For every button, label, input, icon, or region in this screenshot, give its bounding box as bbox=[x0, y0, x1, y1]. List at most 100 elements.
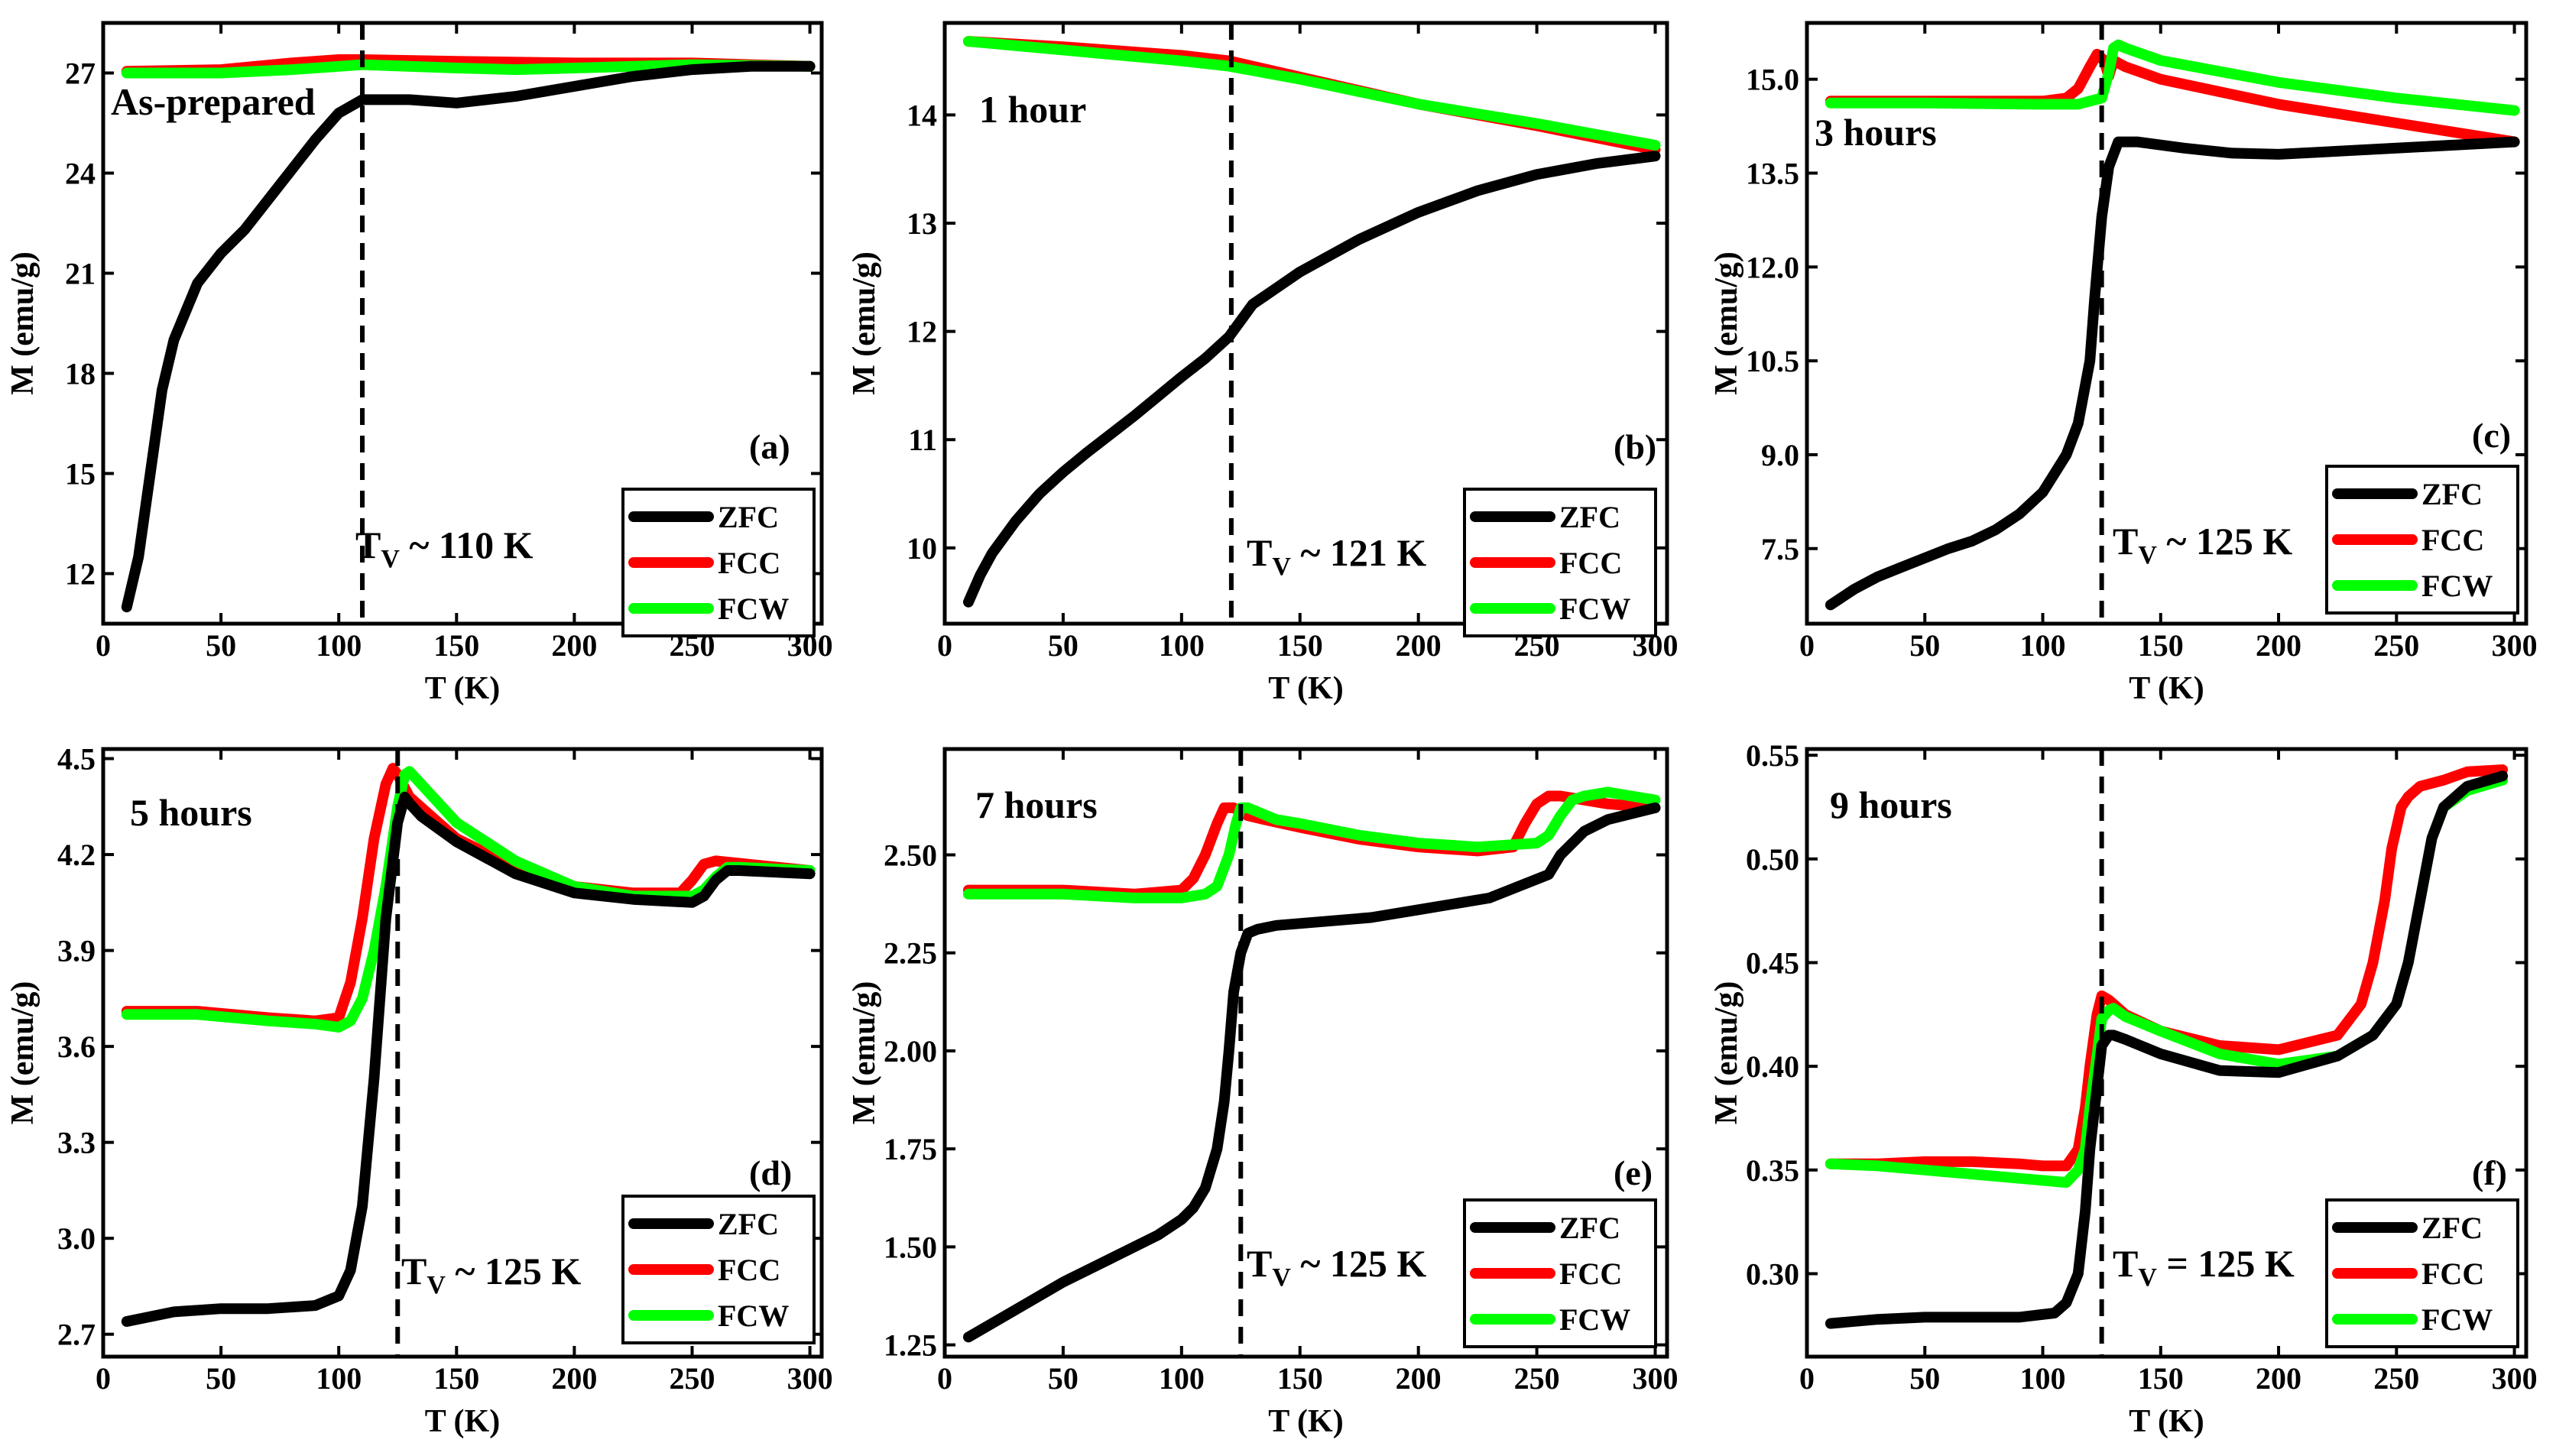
plot-frame bbox=[1805, 21, 2528, 626]
y-tick-label: 1.75 bbox=[884, 1132, 937, 1166]
x-tick-label: 50 bbox=[1048, 1361, 1079, 1396]
legend: ZFC FCC FCW bbox=[2325, 465, 2519, 615]
sample-label: As-prepared bbox=[111, 80, 316, 123]
x-tick-label: 150 bbox=[433, 628, 479, 663]
panel-label: (c) bbox=[2472, 416, 2511, 455]
transition-label-sub: V bbox=[1272, 553, 1291, 581]
transition-label: TV ~ 125 K bbox=[401, 1250, 581, 1299]
panel-c: 0 50 100 150 200 250 300 7.5 9.0 10.5 12.0 13.5 15.0… bbox=[1709, 21, 2538, 706]
y-tick-label: 14 bbox=[907, 98, 937, 132]
x-tick-label: 150 bbox=[433, 1361, 479, 1396]
panel-d: 0 50 100 150 200 250 300 2.7 3.0 3.3 3.6 3.9 4.2 4.5 T… bbox=[5, 742, 833, 1439]
y-tick-label: 13 bbox=[907, 206, 937, 241]
legend: ZFC FCC FCW bbox=[621, 488, 816, 637]
x-axis-label: T (K) bbox=[425, 1404, 500, 1439]
x-tick-label: 150 bbox=[2138, 628, 2184, 663]
legend-label-fcc: FCC bbox=[718, 546, 780, 580]
x-tick-label: 0 bbox=[96, 1361, 111, 1396]
legend-label-fcc: FCC bbox=[718, 1253, 780, 1287]
x-axis-label: T (K) bbox=[425, 671, 500, 706]
y-axis-label: M (emu/g) bbox=[5, 981, 41, 1125]
legend-label-fcw: FCW bbox=[1559, 1302, 1630, 1337]
transition-label-value: ~ 125 K bbox=[2157, 520, 2293, 563]
y-axis-label: M (emu/g) bbox=[1709, 981, 1744, 1125]
x-axis-label: T (K) bbox=[1268, 671, 1343, 706]
x-tick-label: 0 bbox=[937, 628, 952, 663]
y-tick-label: 3.6 bbox=[57, 1030, 96, 1064]
legend-label-fcw: FCW bbox=[718, 592, 789, 626]
x-tick-label: 150 bbox=[1277, 628, 1323, 663]
x-axis-label: T (K) bbox=[2129, 671, 2204, 706]
x-tick-label: 300 bbox=[1633, 1361, 1679, 1396]
y-tick-label: 4.2 bbox=[57, 838, 96, 872]
x-tick-label: 250 bbox=[669, 1361, 715, 1396]
panel-label: (a) bbox=[749, 427, 790, 466]
y-tick-label: 9.0 bbox=[1761, 438, 1799, 472]
y-tick-label: 7.5 bbox=[1761, 532, 1799, 566]
x-tick-label: 300 bbox=[787, 1361, 833, 1396]
legend: ZFC FCC FCW bbox=[621, 1195, 816, 1344]
transition-label: TV = 125 K bbox=[2113, 1242, 2295, 1292]
y-tick-label: 0.35 bbox=[1746, 1153, 1799, 1188]
transition-label: TV ~ 121 K bbox=[1247, 531, 1426, 581]
y-tick-label: 0.55 bbox=[1746, 738, 1799, 773]
legend-label-zfc: ZFC bbox=[718, 500, 779, 534]
x-tick-label: 0 bbox=[1799, 1361, 1815, 1396]
series-fcw-line bbox=[963, 786, 1661, 903]
series-zfc-line bbox=[121, 791, 816, 1327]
x-tick-label: 200 bbox=[2256, 1361, 2301, 1396]
x-tick-label: 150 bbox=[2138, 1361, 2184, 1396]
plot-frame bbox=[101, 747, 824, 1359]
panel-label: (e) bbox=[1614, 1153, 1653, 1192]
y-tick-label: 12 bbox=[907, 315, 937, 349]
plot-frame bbox=[1805, 747, 2528, 1359]
y-tick-label: 15.0 bbox=[1746, 63, 1799, 97]
y-tick-label: 10 bbox=[907, 531, 937, 566]
x-tick-label: 200 bbox=[551, 628, 597, 663]
transition-label-t: T bbox=[2113, 520, 2138, 563]
sample-label: 5 hours bbox=[130, 791, 252, 834]
series-group bbox=[963, 36, 1661, 608]
transition-label: TV ~ 110 K bbox=[355, 524, 534, 573]
x-tick-label: 100 bbox=[316, 1361, 362, 1396]
y-tick-label: 15 bbox=[65, 457, 96, 491]
legend-label-fcw: FCW bbox=[718, 1299, 789, 1333]
y-tick-label: 3.3 bbox=[57, 1126, 96, 1160]
legend-label-zfc: ZFC bbox=[1559, 500, 1620, 534]
series-group bbox=[1825, 39, 2520, 611]
y-tick-label: 11 bbox=[908, 423, 937, 457]
legend-label-fcc: FCC bbox=[2421, 523, 2484, 557]
x-tick-label: 50 bbox=[1909, 628, 1940, 663]
transition-label-value: ~ 125 K bbox=[1291, 1242, 1427, 1285]
series-zfc-line bbox=[963, 151, 1661, 608]
transition-label: TV ~ 125 K bbox=[2113, 520, 2292, 569]
x-tick-label: 300 bbox=[2492, 628, 2538, 663]
legend-label-zfc: ZFC bbox=[718, 1207, 779, 1241]
x-tick-label: 250 bbox=[2373, 628, 2419, 663]
y-tick-label: 2.00 bbox=[884, 1034, 937, 1068]
transition-label-value: ~ 125 K bbox=[446, 1250, 582, 1292]
x-tick-label: 0 bbox=[96, 628, 111, 663]
x-tick-label: 100 bbox=[316, 628, 362, 663]
y-tick-label: 27 bbox=[65, 57, 96, 91]
transition-label-t: T bbox=[1247, 531, 1272, 574]
transition-label-value: ~ 121 K bbox=[1291, 531, 1427, 574]
legend-label-fcc: FCC bbox=[2421, 1257, 2484, 1291]
y-tick-label: 12 bbox=[65, 557, 96, 592]
series-group bbox=[1825, 764, 2509, 1329]
series-group bbox=[121, 763, 816, 1327]
y-tick-label: 0.40 bbox=[1746, 1049, 1799, 1084]
x-tick-label: 0 bbox=[1799, 628, 1815, 663]
x-tick-label: 250 bbox=[2373, 1361, 2419, 1396]
x-axis-label: T (K) bbox=[1268, 1404, 1343, 1439]
transition-label-sub: V bbox=[427, 1271, 446, 1299]
series-fcw-line bbox=[963, 36, 1661, 151]
legend-label-zfc: ZFC bbox=[1559, 1211, 1620, 1245]
series-fcw-line bbox=[1825, 39, 2520, 116]
legend-label-fcw: FCW bbox=[2421, 569, 2493, 603]
series-fcw-line bbox=[121, 59, 816, 79]
legend-label-fcc: FCC bbox=[1559, 1257, 1622, 1291]
